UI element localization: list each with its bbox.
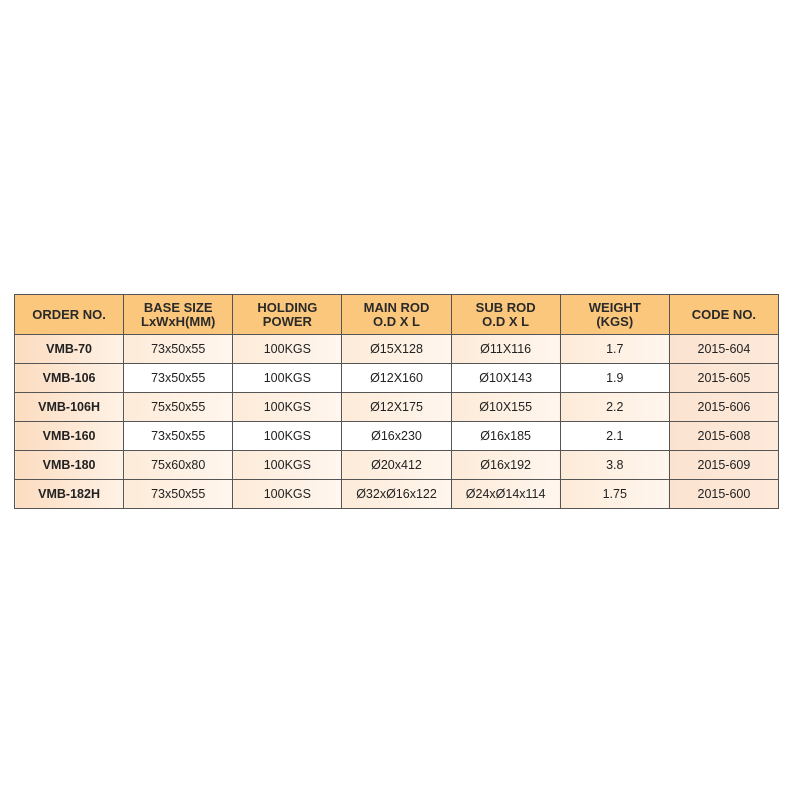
cell-order-no: VMB-70 — [13, 334, 125, 364]
header-holding-power: HOLDING POWER — [232, 294, 343, 335]
cell-order-no: VMB-180 — [13, 450, 125, 480]
header-label: WEIGHT — [588, 299, 641, 315]
header-sub-rod: SUB ROD O.D X L — [450, 294, 561, 335]
cell-weight: 3.8 — [559, 450, 670, 480]
table-row: VMB-180 75x60x80 100KGS Ø20x412 Ø16x192 3.8 20… — [13, 450, 780, 480]
cell-holding-power: 100KGS — [232, 363, 343, 393]
cell-main-rod: Ø12X175 — [341, 392, 452, 422]
table-row: VMB-106 73x50x55 100KGS Ø12X160 Ø10X143 1.9 20… — [13, 363, 780, 393]
cell-holding-power: 100KGS — [232, 450, 343, 480]
header-label: O.D X L — [482, 313, 530, 329]
cell-code-no: 2015-606 — [668, 392, 780, 422]
header-label: MAIN ROD — [363, 299, 430, 315]
header-code-no: CODE NO. — [668, 294, 780, 335]
cell-sub-rod: Ø10X143 — [450, 363, 561, 393]
header-main-rod: MAIN ROD O.D X L — [341, 294, 452, 335]
cell-order-no: VMB-160 — [13, 421, 125, 451]
cell-order-no: VMB-106 — [13, 363, 125, 393]
table-row: VMB-160 73x50x55 100KGS Ø16x230 Ø16x185 2.1 20… — [13, 421, 780, 451]
cell-holding-power: 100KGS — [232, 421, 343, 451]
cell-sub-rod: Ø10X155 — [450, 392, 561, 422]
cell-code-no: 2015-609 — [668, 450, 780, 480]
cell-sub-rod: Ø11X116 — [450, 334, 561, 364]
cell-sub-rod: Ø16x192 — [450, 450, 561, 480]
cell-main-rod: Ø12X160 — [341, 363, 452, 393]
header-label: (KGS) — [596, 313, 634, 329]
cell-code-no: 2015-608 — [668, 421, 780, 451]
header-label: ORDER NO. — [32, 306, 106, 322]
table-row: VMB-182H 73x50x55 100KGS Ø32xØ16x122 Ø24xØ14… — [13, 479, 780, 509]
cell-weight: 2.2 — [559, 392, 670, 422]
cell-code-no: 2015-604 — [668, 334, 780, 364]
cell-sub-rod: Ø24xØ14x114 — [450, 479, 561, 509]
cell-holding-power: 100KGS — [232, 392, 343, 422]
cell-main-rod: Ø16x230 — [341, 421, 452, 451]
cell-order-no: VMB-106H — [13, 392, 125, 422]
cell-code-no: 2015-605 — [668, 363, 780, 393]
cell-base-size: 75x50x55 — [123, 392, 234, 422]
header-row: ORDER NO. BASE SIZE LxWxH(MM) HOLDING POWER M… — [13, 294, 780, 335]
cell-main-rod: Ø32xØ16x122 — [341, 479, 452, 509]
header-label: BASE SIZE — [143, 299, 213, 315]
cell-code-no: 2015-600 — [668, 479, 780, 509]
cell-sub-rod: Ø16x185 — [450, 421, 561, 451]
header-label: HOLDING — [257, 299, 318, 315]
header-label: LxWxH(MM) — [141, 313, 216, 329]
cell-base-size: 73x50x55 — [123, 363, 234, 393]
cell-weight: 1.7 — [559, 334, 670, 364]
cell-weight: 1.9 — [559, 363, 670, 393]
cell-main-rod: Ø15X128 — [341, 334, 452, 364]
cell-holding-power: 100KGS — [232, 479, 343, 509]
cell-base-size: 73x50x55 — [123, 334, 234, 364]
header-label: O.D X L — [373, 313, 420, 329]
product-spec-table: ORDER NO. BASE SIZE LxWxH(MM) HOLDING POWER M… — [13, 294, 780, 509]
header-weight: WEIGHT (KGS) — [559, 294, 670, 335]
header-base-size: BASE SIZE LxWxH(MM) — [123, 294, 234, 335]
cell-holding-power: 100KGS — [232, 334, 343, 364]
header-label: CODE NO. — [691, 306, 757, 322]
table-row: VMB-106H 75x50x55 100KGS Ø12X175 Ø10X155 2.2 2… — [13, 392, 780, 422]
cell-weight: 1.75 — [559, 479, 670, 509]
cell-order-no: VMB-182H — [13, 479, 125, 509]
cell-base-size: 75x60x80 — [123, 450, 234, 480]
header-label: SUB ROD — [475, 299, 536, 315]
table-row: VMB-70 73x50x55 100KGS Ø15X128 Ø11X116 1.7 201… — [13, 334, 780, 364]
cell-base-size: 73x50x55 — [123, 479, 234, 509]
cell-main-rod: Ø20x412 — [341, 450, 452, 480]
header-order-no: ORDER NO. — [13, 294, 125, 335]
header-label: POWER — [262, 313, 312, 329]
cell-base-size: 73x50x55 — [123, 421, 234, 451]
cell-weight: 2.1 — [559, 421, 670, 451]
